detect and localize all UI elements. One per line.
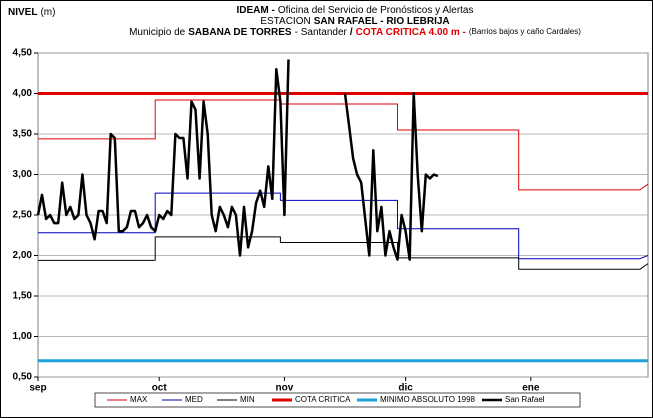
title-part: SAN RAFAEL - RIO LEBRIJA: [314, 16, 450, 27]
x-tick-label: nov: [276, 383, 294, 394]
y-tick-label: 1,00: [13, 331, 33, 342]
y-tick-label: 2,00: [13, 250, 33, 261]
title-part: (Barrios bajos y caño Cardales): [469, 27, 581, 36]
legend-box: [94, 392, 581, 408]
legend-label: MED: [185, 395, 203, 404]
legend-label: MAX: [130, 395, 148, 404]
x-tick-label: oct: [152, 383, 168, 394]
legend-label: COTA CRITICA: [295, 395, 351, 404]
title-part: IDEAM -: [237, 5, 275, 16]
title-part: - Santander: [295, 27, 348, 38]
title-part: /: [350, 27, 353, 38]
series-line: [36, 59, 439, 261]
y-tick-label: 0,50: [13, 372, 33, 383]
title-part: ESTACION: [260, 16, 310, 27]
title-part: SABANA DE TORRES: [188, 27, 292, 38]
x-tick-label: ene: [522, 383, 540, 394]
series-line: [38, 192, 649, 260]
chart-title: ESTACION SAN RAFAEL - RIO LEBRIJA: [260, 16, 449, 27]
y-tick-label: 4,00: [13, 88, 33, 99]
title-part: Municipio de: [129, 27, 186, 38]
y-tick-label: 2,50: [13, 210, 33, 221]
x-tick-label: dic: [398, 383, 413, 394]
y-tick-label: 4,50: [13, 48, 33, 59]
y-tick-label: 3,00: [13, 169, 33, 180]
y-tick-label: 1,50: [13, 291, 33, 302]
chart-title: Municipio de SABANA DE TORRES - Santander /…: [129, 27, 581, 38]
series-line: [38, 236, 649, 270]
legend-label: MIN: [240, 395, 255, 404]
x-tick-label: sep: [29, 383, 46, 394]
chart-title: IDEAM - Oficina del Servicio de Pronóstic…: [237, 5, 474, 16]
series-line: [38, 99, 649, 191]
legend-label: MINIMO ABSOLUTO 1998: [380, 395, 476, 404]
y-unit: (m): [40, 7, 55, 18]
y-tick-label: 3,50: [13, 129, 33, 140]
y-label: NIVEL: [8, 7, 37, 18]
legend-label: San Rafael: [505, 395, 545, 404]
title-part: COTA CRITICA 4.00 m -: [356, 27, 466, 38]
y-axis-label: NIVEL (m): [8, 7, 55, 18]
title-part: Oficina del Servicio de Pronósticos y Al…: [278, 5, 474, 16]
